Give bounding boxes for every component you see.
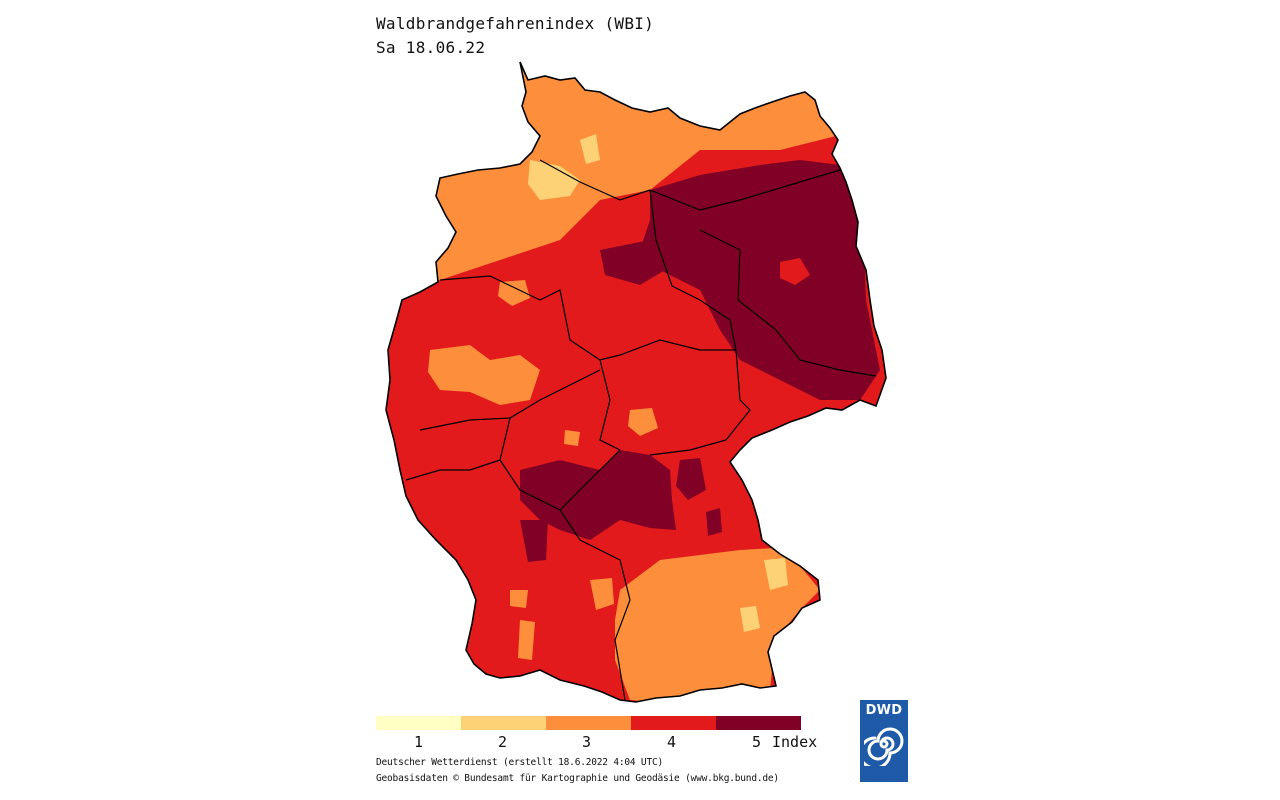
wbi-zone-3-rhoen bbox=[628, 408, 658, 436]
germany-outline bbox=[385, 61, 887, 703]
legend-swatch-2 bbox=[461, 716, 546, 730]
dwd-logo-text: DWD bbox=[865, 703, 903, 718]
wbi-zone-5-rhine bbox=[520, 520, 548, 562]
wbi-zone-3-schleswig bbox=[520, 62, 600, 170]
color-legend bbox=[376, 716, 801, 730]
wbi-zone-4-berlin bbox=[780, 258, 810, 285]
border-th-east bbox=[649, 349, 751, 456]
border-ni-south bbox=[439, 275, 736, 361]
legend-swatch-4 bbox=[631, 716, 716, 730]
border-nw-rp bbox=[419, 369, 601, 431]
wbi-zone-2-bayerwald bbox=[764, 558, 788, 590]
legend-label-2: 2 bbox=[498, 733, 508, 751]
border-mv-bb bbox=[649, 169, 841, 211]
legend-label-4: 4 bbox=[667, 733, 677, 751]
legend-swatch-1 bbox=[376, 716, 461, 730]
wbi-zone-5-spot bbox=[706, 508, 722, 536]
wbi-zone-5-oberpfalz bbox=[676, 458, 706, 500]
map-date: Sa 18.06.22 bbox=[376, 38, 486, 57]
wbi-zone-2-hamburg bbox=[528, 160, 580, 200]
credit-line-2: Geobasisdaten © Bundesamt für Kartograph… bbox=[376, 773, 779, 784]
wbi-zone-5-franconia bbox=[520, 450, 676, 540]
wbi-zone-3-blackforest bbox=[510, 590, 528, 608]
wbi-zones bbox=[386, 62, 886, 702]
border-sh-ni bbox=[539, 159, 651, 201]
border-rp-bw bbox=[499, 417, 561, 511]
border-saar bbox=[405, 459, 501, 481]
credit-line-1: Deutscher Wetterdienst (erstellt 18.6.20… bbox=[376, 757, 664, 768]
border-he-th bbox=[599, 359, 621, 451]
map-title: Waldbrandgefahrenindex (WBI) bbox=[376, 14, 655, 33]
wbi-zone-3-bavaria bbox=[615, 548, 820, 702]
wbi-zone-3-muenster bbox=[498, 280, 530, 306]
legend-swatch-5 bbox=[716, 716, 801, 730]
wbi-zone-3-taunus bbox=[564, 430, 580, 446]
legend-swatch-3 bbox=[546, 716, 631, 730]
border-bw-by bbox=[559, 509, 631, 701]
wbi-zone-2-chiemgau bbox=[740, 606, 760, 632]
border-st-west bbox=[649, 189, 737, 351]
legend-label-5: 5 bbox=[752, 733, 762, 751]
legend-label-3: 3 bbox=[582, 733, 592, 751]
wbi-zone-3-alb bbox=[590, 578, 614, 610]
dwd-logo: DWD bbox=[860, 700, 908, 782]
legend-label-1: 1 bbox=[414, 733, 424, 751]
wbi-zone-3-schwarzwald bbox=[518, 620, 535, 660]
legend-unit-label: Index bbox=[772, 733, 818, 751]
border-bb-sn bbox=[699, 229, 877, 377]
dwd-spiral-icon bbox=[864, 727, 904, 766]
wbi-zone-5-brandenburg bbox=[640, 160, 880, 400]
wbi-zone-2-holstein bbox=[580, 134, 600, 164]
border-he-by bbox=[559, 449, 621, 511]
wbi-zone-5-harz bbox=[600, 240, 665, 285]
wbi-zone-3-sauerland bbox=[428, 345, 540, 405]
state-borders bbox=[405, 159, 877, 701]
